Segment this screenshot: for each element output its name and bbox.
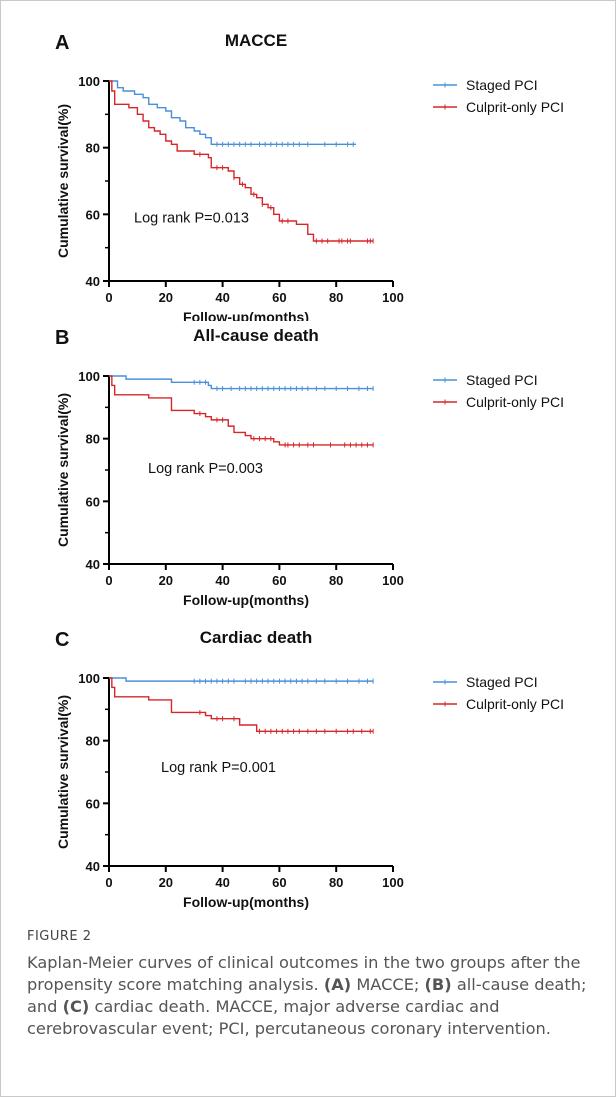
- caption-ref-c: (C): [62, 997, 90, 1016]
- legend-label: Culprit-only PCI: [466, 696, 564, 712]
- chart-title: Cardiac death: [200, 631, 312, 647]
- x-axis-label: Follow-up(months): [183, 592, 309, 608]
- x-tick-label: 20: [159, 875, 173, 890]
- survival-curve-culprit: [109, 375, 374, 446]
- caption-b-text: all-cause death; and: [27, 975, 587, 1016]
- y-axis-label: Cumulative survival(%): [55, 695, 71, 849]
- y-tick-label: 40: [86, 274, 100, 289]
- panel-c: C Cardiac death 40 60 80 100 0 20 40 60 80 100 Follo…: [1, 628, 616, 921]
- x-tick-label: 40: [215, 875, 229, 890]
- legend-label: Culprit-only PCI: [466, 99, 564, 115]
- y-tick-label: 60: [86, 494, 100, 509]
- x-tick-label: 40: [215, 290, 229, 305]
- y-axis-label: Cumulative survival(%): [55, 393, 71, 547]
- survival-curve-staged: [109, 677, 374, 682]
- y-tick-label: 60: [86, 207, 100, 222]
- caption-a-text: MACCE;: [356, 975, 420, 994]
- figure-label: FIGURE 2: [27, 929, 92, 944]
- km-chart-b: B All-cause death 40 60 80 100 0 20 40 60 80 100 Fol…: [55, 326, 564, 608]
- caption-ref-a: (A): [323, 975, 352, 994]
- survival-curve-culprit: [109, 80, 374, 242]
- panel-letter: C: [55, 631, 69, 651]
- x-tick-label: 60: [272, 290, 286, 305]
- legend-label: Staged PCI: [466, 674, 538, 690]
- x-tick-label: 40: [215, 573, 229, 588]
- x-tick-label: 80: [329, 573, 343, 588]
- chart-title: MACCE: [225, 31, 287, 50]
- y-tick-label: 100: [78, 369, 100, 384]
- x-tick-label: 100: [382, 290, 404, 305]
- y-tick-label: 40: [86, 859, 100, 874]
- panel-letter: A: [55, 32, 69, 54]
- survival-curve-culprit: [109, 677, 374, 732]
- y-tick-label: 100: [78, 671, 100, 686]
- panel-b: B All-cause death 40 60 80 100 0 20 40 60 80 100 Fol…: [1, 326, 616, 619]
- km-chart-c: C Cardiac death 40 60 80 100 0 20 40 60 80 100 Follo…: [55, 628, 564, 910]
- x-tick-label: 20: [159, 573, 173, 588]
- chart-title: All-cause death: [193, 329, 319, 345]
- log-rank-annotation: Log rank P=0.003: [148, 461, 263, 477]
- x-axis-label: Follow-up(months): [183, 309, 309, 321]
- panel-letter: B: [55, 329, 69, 349]
- y-tick-label: 60: [86, 796, 100, 811]
- survival-curve-staged: [109, 80, 357, 146]
- x-tick-label: 0: [105, 573, 112, 588]
- legend-label: Staged PCI: [466, 77, 538, 93]
- legend-label: Culprit-only PCI: [466, 394, 564, 410]
- caption-ref-b: (B): [424, 975, 452, 994]
- x-tick-label: 60: [272, 573, 286, 588]
- log-rank-annotation: Log rank P=0.001: [161, 760, 276, 776]
- x-tick-label: 0: [105, 290, 112, 305]
- survival-curve-staged: [109, 375, 374, 390]
- caption-text: Kaplan-Meier curves of clinical outcomes…: [27, 952, 592, 1040]
- figure-caption: FIGURE 2 Kaplan-Meier curves of clinical…: [27, 929, 592, 1040]
- y-tick-label: 100: [78, 74, 100, 89]
- x-axis-label: Follow-up(months): [183, 894, 309, 910]
- caption-c-text: cardiac death. MACCE, major adverse card…: [27, 997, 551, 1038]
- y-tick-label: 80: [86, 141, 100, 156]
- y-tick-label: 80: [86, 432, 100, 447]
- x-tick-label: 80: [329, 290, 343, 305]
- x-tick-label: 60: [272, 875, 286, 890]
- log-rank-annotation: Log rank P=0.013: [134, 211, 249, 227]
- x-tick-label: 80: [329, 875, 343, 890]
- x-tick-label: 100: [382, 573, 404, 588]
- y-tick-label: 80: [86, 734, 100, 749]
- caption-intro: Kaplan-Meier curves of clinical outcomes…: [27, 953, 581, 994]
- x-tick-label: 20: [159, 290, 173, 305]
- legend-label: Staged PCI: [466, 372, 538, 388]
- panel-a: A MACCE 40 60 80 100 0 20 40 60 80 100 Follow-up(mon…: [1, 11, 616, 325]
- km-chart-a: A MACCE 40 60 80 100 0 20 40 60 80 100 Follow-up(mon…: [55, 31, 564, 325]
- x-tick-label: 100: [382, 875, 404, 890]
- y-tick-label: 40: [86, 557, 100, 572]
- x-tick-label: 0: [105, 875, 112, 890]
- y-axis-label: Cumulative survival(%): [55, 104, 71, 258]
